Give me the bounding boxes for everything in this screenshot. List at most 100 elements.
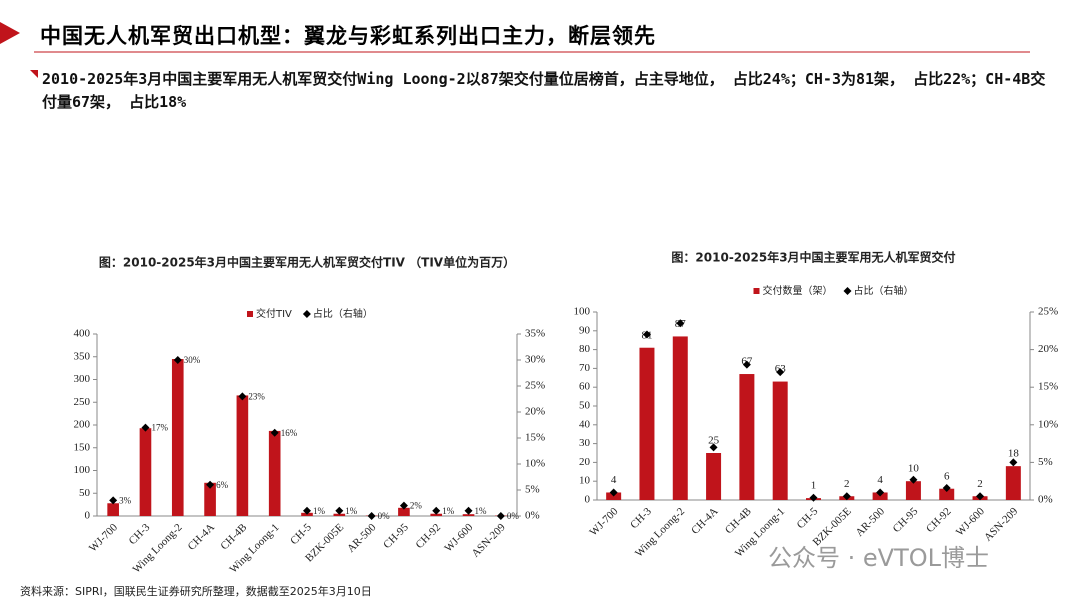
bar [204, 482, 216, 516]
marker [1009, 458, 1018, 467]
bar [706, 453, 722, 500]
legend-label: 交付数量（架） [763, 284, 833, 297]
data-label: 17% [151, 423, 168, 433]
y2-tick-label: 15% [1038, 381, 1058, 393]
x-tick-label: CH-5 [795, 505, 821, 531]
data-label: 16% [281, 428, 298, 438]
x-tick-label: ASN-209 [982, 505, 1021, 544]
legend-label: 占比（右轴） [854, 284, 914, 297]
legend-swatch [247, 311, 253, 317]
bar [398, 507, 410, 516]
y-tick-label: 200 [74, 419, 91, 431]
page-title: 中国无人机军贸出口机型：翼龙与彩虹系列出口主力，断层领先 [40, 24, 656, 48]
x-tick-label: CH-4A [689, 505, 720, 536]
y2-tick-label: 20% [1038, 343, 1058, 355]
y2-tick-label: 10% [525, 458, 545, 470]
data-label: 0% [378, 511, 391, 521]
x-tick-label: CH-4A [186, 521, 217, 552]
y2-tick-label: 0% [1038, 494, 1053, 506]
y-tick-label: 20 [579, 456, 591, 468]
bar [462, 514, 475, 516]
bar [139, 428, 152, 516]
x-tick-label: AR-500 [853, 505, 887, 539]
y2-tick-label: 10% [1038, 418, 1058, 430]
marker [303, 506, 311, 515]
data-label: 4 [611, 474, 617, 486]
x-tick-label: CH-95 [381, 521, 411, 551]
marker [141, 423, 150, 432]
legend-label: 交付TIV [256, 307, 292, 320]
marker [399, 501, 408, 510]
marker [464, 506, 473, 515]
data-label: 0% [507, 511, 520, 521]
x-tick-label: CH-3 [628, 505, 654, 531]
y-tick-label: 100 [574, 306, 591, 318]
y2-tick-label: 25% [1038, 306, 1058, 318]
y-tick-label: 30 [579, 437, 591, 449]
marker [742, 360, 751, 369]
x-tick-label: CH-4B [218, 521, 249, 552]
marker [842, 492, 851, 501]
marker [776, 368, 785, 377]
marker [173, 356, 182, 364]
y-tick-label: 40 [579, 418, 591, 430]
marker [809, 493, 818, 502]
bar [171, 359, 184, 516]
x-tick-label: WJ-600 [954, 505, 987, 538]
marker [335, 506, 344, 515]
x-tick-label: CH-92 [924, 505, 954, 535]
y2-tick-label: 35% [525, 328, 545, 340]
y-tick-label: 60 [579, 381, 591, 393]
y2-tick-label: 30% [525, 354, 545, 366]
summary-marker [30, 70, 38, 78]
bar [430, 513, 443, 516]
header-marker [0, 22, 20, 44]
x-tick-label: AR-500 [345, 521, 379, 555]
x-tick-label: CH-95 [891, 505, 921, 535]
bar [333, 513, 346, 516]
marker [270, 428, 279, 437]
data-label: 1% [313, 506, 326, 516]
bar [639, 347, 655, 500]
summary: 2010-2025年3月中国主要军用无人机军贸交付Wing Loong-2以87… [42, 70, 1046, 111]
data-label: 1% [475, 506, 488, 516]
x-tick-label: ASN-209 [469, 521, 508, 560]
marker [976, 492, 985, 501]
marker [676, 319, 685, 328]
marker [909, 475, 918, 484]
source-note: 资料来源：SIPRI，国联民生证券研究所整理，数据截至2025年3月10日 [20, 585, 372, 598]
data-label: 3% [119, 495, 131, 505]
x-tick-label: CH-5 [288, 521, 314, 547]
data-label: 25 [708, 435, 720, 447]
bar [672, 336, 688, 500]
data-label: 4 [877, 474, 883, 486]
marker [496, 512, 505, 520]
x-tick-label: CH-3 [127, 521, 153, 547]
y-tick-label: 400 [74, 328, 91, 340]
bar [905, 481, 921, 500]
y-tick-label: 300 [74, 373, 91, 385]
y-tick-label: 70 [579, 362, 591, 374]
data-label: 10 [908, 463, 920, 475]
chart: 图：2010-2025年3月中国主要军用无人机军贸交付0102030405060… [574, 250, 1059, 560]
marker [942, 483, 951, 492]
y2-tick-label: 20% [525, 406, 545, 418]
y-tick-label: 50 [79, 487, 91, 499]
x-tick-label: WJ-700 [87, 521, 120, 554]
data-label: 6 [944, 470, 950, 482]
bar [939, 488, 955, 500]
marker [432, 506, 441, 515]
marker [206, 480, 215, 489]
data-label: 23% [248, 391, 265, 401]
x-tick-label: WJ-700 [587, 505, 620, 538]
bar [268, 430, 281, 516]
y2-tick-label: 5% [1038, 456, 1053, 468]
legend-swatch [753, 288, 760, 294]
y-tick-label: 100 [74, 464, 91, 476]
y-tick-label: 80 [579, 343, 591, 355]
chart: 图：2010-2025年3月中国主要军用无人机军贸交付TIV （TIV单位为百万… [74, 255, 546, 576]
y-tick-label: 350 [74, 350, 91, 362]
y-tick-label: 250 [74, 396, 91, 408]
